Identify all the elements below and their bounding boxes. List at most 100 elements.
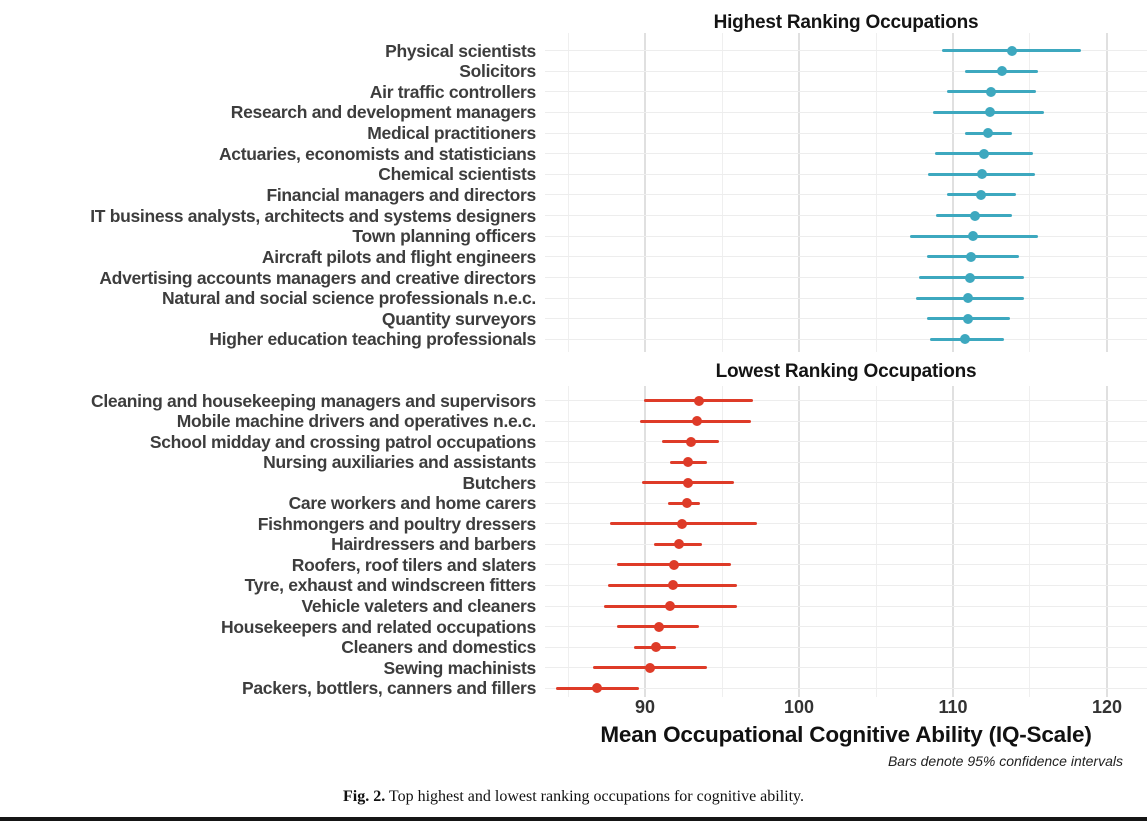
row-gridline bbox=[545, 523, 1147, 525]
occupation-label: Financial managers and directors bbox=[266, 184, 536, 205]
mean-dot bbox=[644, 662, 655, 673]
mean-dot bbox=[964, 272, 975, 283]
confidence-interval-note: Bars denote 95% confidence intervals bbox=[887, 753, 1123, 769]
major-vertical-gridline bbox=[798, 33, 801, 352]
occupation-label: Physical scientists bbox=[385, 40, 536, 61]
mean-dot bbox=[669, 559, 680, 570]
occupation-label: Air traffic controllers bbox=[369, 81, 537, 102]
mean-dot bbox=[960, 334, 971, 345]
row-gridline bbox=[545, 111, 1147, 113]
occupation-label: Housekeepers and related occupations bbox=[220, 616, 536, 637]
row-gridline bbox=[545, 153, 1147, 155]
mean-dot bbox=[963, 313, 974, 324]
row-gridline bbox=[545, 543, 1147, 545]
minor-vertical-gridline bbox=[1029, 386, 1031, 697]
mean-dot bbox=[681, 498, 692, 509]
row-gridline bbox=[545, 667, 1147, 669]
row-gridline bbox=[545, 194, 1147, 196]
mean-dot bbox=[683, 457, 694, 468]
row-gridline bbox=[545, 420, 1147, 422]
mean-dot bbox=[664, 601, 675, 611]
row-gridline bbox=[545, 605, 1147, 607]
minor-vertical-gridline bbox=[567, 386, 569, 697]
major-vertical-gridline bbox=[644, 386, 647, 697]
row-gridline bbox=[545, 70, 1147, 72]
page-bottom-bar bbox=[0, 817, 1147, 821]
minor-vertical-gridline bbox=[1029, 33, 1031, 352]
mean-dot bbox=[983, 128, 994, 139]
mean-dot bbox=[673, 539, 684, 550]
occupation-label: Town planning officers bbox=[352, 226, 536, 247]
minor-vertical-gridline bbox=[875, 386, 877, 697]
occupation-label: Natural and social science professionals… bbox=[162, 288, 536, 309]
row-gridline bbox=[545, 91, 1147, 93]
mean-dot bbox=[977, 169, 988, 180]
mean-dot bbox=[667, 580, 678, 591]
x-tick-label: 110 bbox=[938, 697, 968, 717]
occupation-label: Advertising accounts managers and creati… bbox=[99, 267, 536, 288]
occupation-label: Vehicle valeters and cleaners bbox=[301, 596, 536, 616]
occupation-label: Cleaners and domestics bbox=[341, 637, 536, 658]
x-tick-label: 90 bbox=[635, 697, 656, 717]
row-gridline bbox=[545, 338, 1147, 340]
occupation-label: Hairdressers and barbers bbox=[331, 534, 536, 555]
major-vertical-gridline bbox=[952, 33, 954, 352]
occupation-label: Actuaries, economists and statisticians bbox=[218, 143, 536, 164]
mean-dot bbox=[984, 107, 995, 118]
panel-title-highest: Highest Ranking Occupations bbox=[713, 12, 979, 33]
row-gridline bbox=[545, 256, 1147, 258]
row-gridline bbox=[545, 502, 1147, 504]
mean-dot bbox=[968, 231, 979, 242]
occupation-label: Sewing machinists bbox=[383, 657, 537, 678]
row-gridline bbox=[545, 297, 1147, 299]
row-gridline bbox=[545, 564, 1147, 566]
figure-caption-text: Top highest and lowest ranking occupatio… bbox=[388, 788, 805, 805]
row-gridline bbox=[545, 215, 1147, 217]
row-gridline bbox=[545, 441, 1147, 443]
mean-dot bbox=[969, 210, 980, 221]
major-vertical-gridline bbox=[952, 386, 954, 697]
occupation-label: Mobile machine drivers and operatives n.… bbox=[176, 411, 537, 432]
row-gridline bbox=[545, 235, 1147, 237]
x-axis-title: Mean Occupational Cognitive Ability (IQ-… bbox=[600, 722, 1092, 747]
mean-dot bbox=[692, 416, 703, 427]
mean-dot bbox=[693, 395, 704, 406]
mean-dot bbox=[966, 251, 977, 262]
mean-dot bbox=[978, 148, 989, 159]
minor-vertical-gridline bbox=[567, 33, 569, 352]
occupation-label: Higher education teaching professionals bbox=[209, 329, 536, 350]
occupation-label: Medical practitioners bbox=[367, 123, 536, 144]
minor-vertical-gridline bbox=[721, 386, 723, 697]
occupation-label: Research and development managers bbox=[230, 102, 537, 123]
figure-caption-label: Fig. 2. bbox=[342, 788, 386, 805]
mean-dot bbox=[677, 518, 688, 529]
minor-vertical-gridline bbox=[875, 33, 877, 352]
mean-dot bbox=[686, 436, 697, 447]
occupation-label: Quantity surveyors bbox=[381, 308, 536, 329]
occupation-label: Care workers and home carers bbox=[288, 493, 537, 514]
panel-title-lowest: Lowest Ranking Occupations bbox=[715, 361, 977, 382]
occupation-label: School midday and crossing patrol occupa… bbox=[149, 431, 536, 452]
occupation-label: Packers, bottlers, canners and fillers bbox=[241, 678, 536, 699]
major-vertical-gridline bbox=[1105, 386, 1108, 697]
mean-dot bbox=[963, 293, 974, 304]
figure-caption: Fig. 2. Top highest and lowest ranking o… bbox=[0, 788, 1147, 806]
row-gridline bbox=[545, 482, 1147, 484]
occupation-label: Chemical scientists bbox=[378, 164, 536, 185]
row-gridline bbox=[545, 400, 1147, 401]
occupation-label: Butchers bbox=[462, 472, 537, 493]
mean-dot bbox=[997, 66, 1008, 77]
occupation-label: Aircraft pilots and flight engineers bbox=[261, 246, 536, 267]
occupation-label: Fishmongers and poultry dressers bbox=[257, 513, 537, 534]
occupation-label: Cleaning and housekeeping managers and s… bbox=[91, 390, 536, 411]
mean-dot bbox=[650, 642, 661, 653]
x-tick-label: 100 bbox=[784, 697, 815, 717]
occupation-label: Tyre, exhaust and windscreen fitters bbox=[244, 575, 537, 596]
row-gridline bbox=[545, 50, 1147, 51]
row-gridline bbox=[545, 461, 1147, 463]
mean-dot bbox=[683, 477, 694, 488]
row-gridline bbox=[545, 173, 1147, 175]
row-gridline bbox=[545, 687, 1147, 689]
mean-dot bbox=[653, 621, 664, 632]
